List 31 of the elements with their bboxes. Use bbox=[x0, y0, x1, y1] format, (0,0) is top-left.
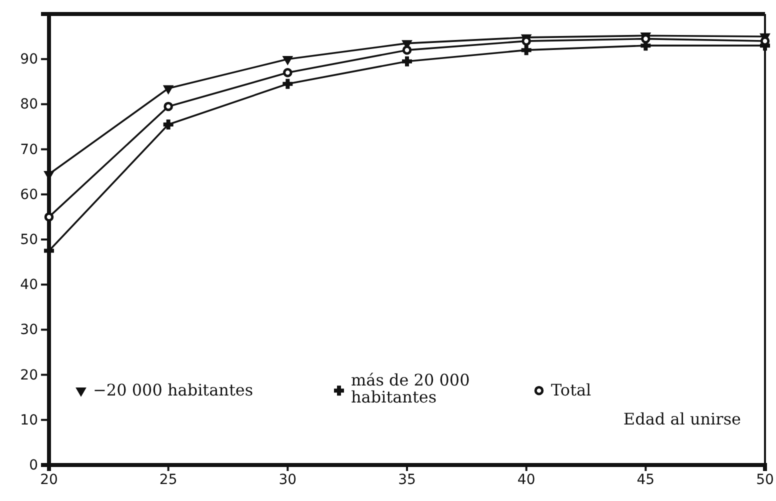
y-tick-label: 90 bbox=[20, 52, 38, 68]
y-tick-label: 50 bbox=[20, 232, 38, 248]
legend-label: más de 20 000 habitantes bbox=[351, 370, 470, 407]
point bbox=[402, 45, 412, 55]
legend-label: −20 000 habitantes bbox=[93, 380, 254, 400]
point bbox=[521, 45, 532, 56]
x-tick-label: 50 bbox=[756, 472, 774, 488]
x-tick-label: 40 bbox=[517, 472, 536, 488]
y-tick-label: 0 bbox=[29, 457, 38, 474]
y-tick-label: 20 bbox=[20, 367, 38, 384]
point bbox=[164, 102, 173, 112]
point bbox=[402, 56, 412, 66]
x-tick-label: 20 bbox=[40, 472, 58, 488]
point bbox=[44, 212, 54, 222]
x-tick-label: 25 bbox=[159, 472, 178, 488]
y-tick-label: 40 bbox=[20, 277, 38, 294]
y-tick-label: 80 bbox=[20, 96, 38, 113]
point bbox=[163, 85, 174, 94]
point bbox=[283, 68, 292, 78]
point bbox=[282, 56, 293, 65]
legend-label: Total bbox=[551, 380, 592, 400]
x-axis-title: Edad al unirse bbox=[623, 409, 741, 428]
x-tick-label: 30 bbox=[278, 472, 297, 488]
y-tick-label: 70 bbox=[20, 142, 38, 158]
x-tick-label: 45 bbox=[636, 472, 655, 488]
y-tick-label: 60 bbox=[20, 186, 38, 203]
y-tick-label: 30 bbox=[20, 322, 38, 338]
point bbox=[163, 119, 174, 130]
point bbox=[282, 78, 293, 89]
y-tick-label: 10 bbox=[20, 412, 38, 428]
x-tick-label: 35 bbox=[398, 472, 416, 488]
